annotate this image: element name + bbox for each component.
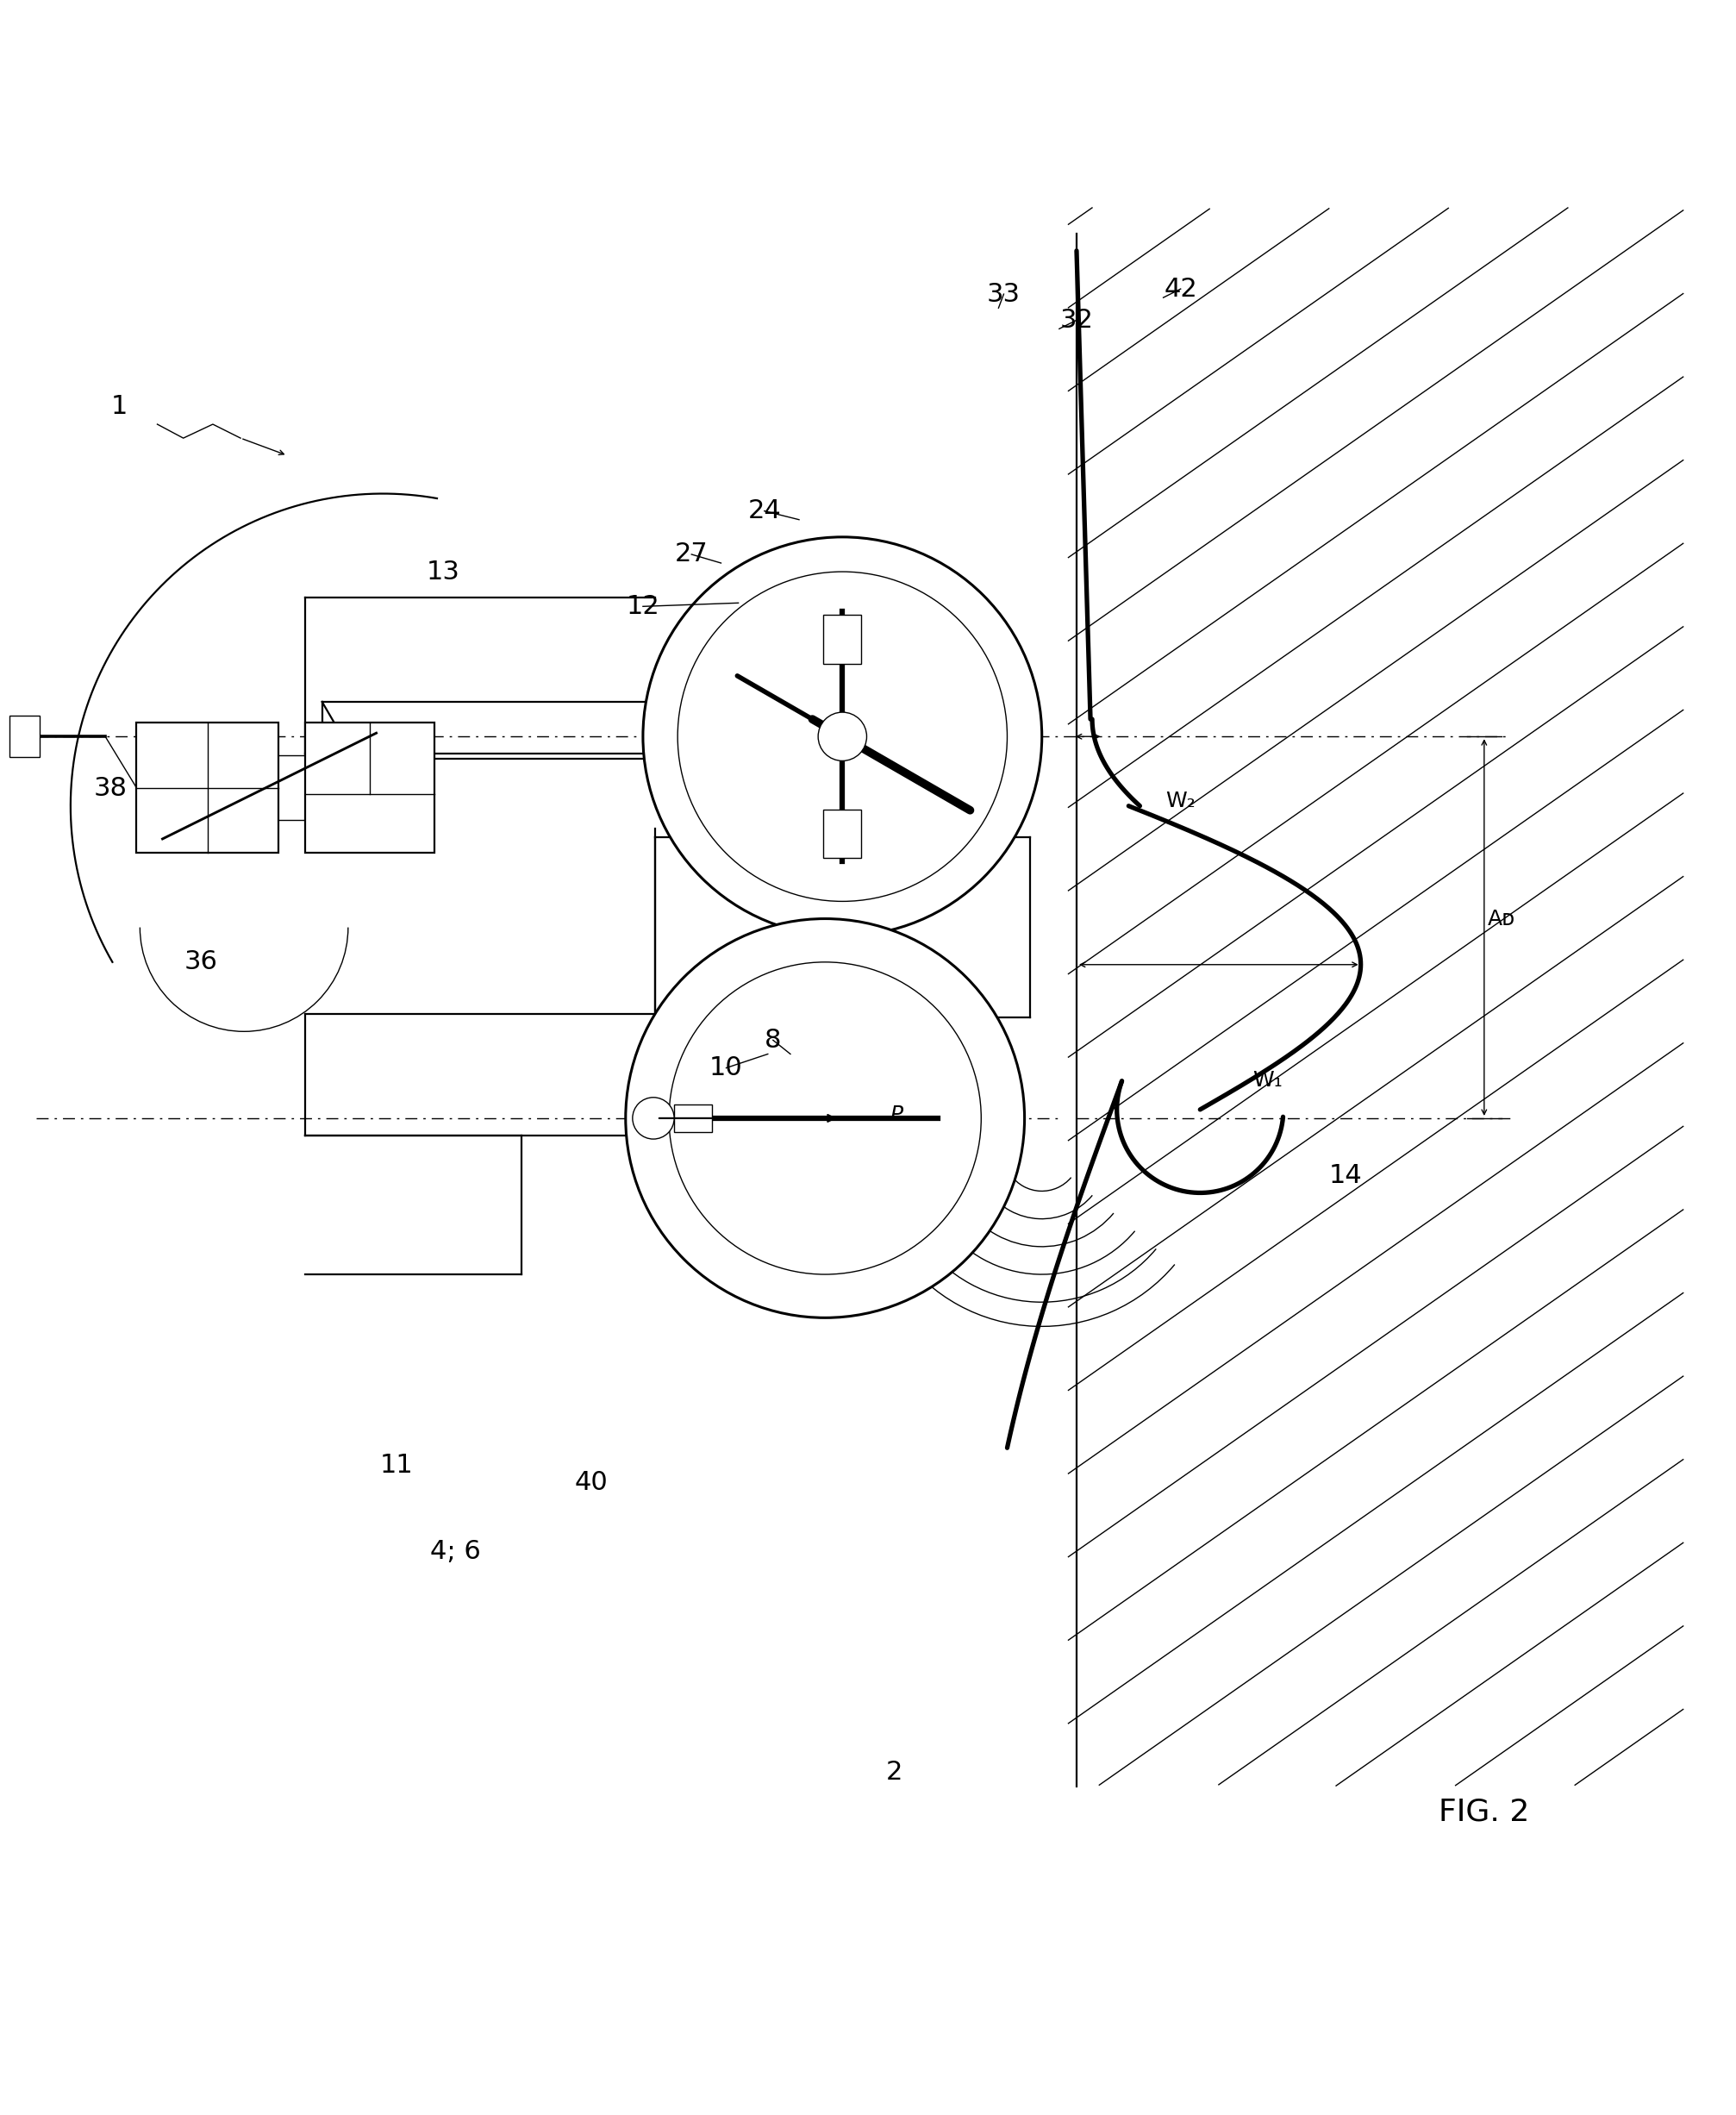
FancyBboxPatch shape: [304, 723, 434, 852]
Text: W₁: W₁: [1252, 1070, 1281, 1091]
Text: 38: 38: [94, 776, 127, 802]
Text: 36: 36: [184, 950, 217, 975]
Text: 11: 11: [380, 1453, 413, 1478]
Circle shape: [642, 537, 1042, 937]
Text: 32: 32: [1059, 307, 1092, 332]
Text: 4; 6: 4; 6: [431, 1540, 481, 1565]
Text: 33: 33: [986, 281, 1021, 307]
Text: 14: 14: [1328, 1163, 1361, 1189]
Circle shape: [632, 1098, 674, 1140]
FancyBboxPatch shape: [137, 723, 278, 852]
Text: P: P: [889, 1104, 903, 1125]
FancyBboxPatch shape: [10, 715, 40, 757]
Text: 8: 8: [764, 1028, 781, 1053]
Text: 27: 27: [675, 541, 708, 567]
Text: 12: 12: [627, 594, 660, 620]
Text: FIG. 2: FIG. 2: [1437, 1798, 1529, 1827]
FancyBboxPatch shape: [823, 810, 861, 859]
FancyBboxPatch shape: [823, 615, 861, 664]
Text: Aᴅ: Aᴅ: [1486, 907, 1514, 928]
Text: 42: 42: [1163, 277, 1196, 302]
Text: 24: 24: [746, 499, 781, 525]
Text: 13: 13: [427, 558, 460, 584]
Text: W₂: W₂: [1165, 791, 1194, 810]
Circle shape: [818, 713, 866, 761]
Circle shape: [625, 918, 1024, 1318]
Text: 10: 10: [708, 1055, 743, 1081]
Text: 1: 1: [111, 393, 127, 419]
Text: 40: 40: [575, 1470, 608, 1495]
Text: 2: 2: [885, 1760, 903, 1785]
FancyBboxPatch shape: [674, 1104, 712, 1132]
